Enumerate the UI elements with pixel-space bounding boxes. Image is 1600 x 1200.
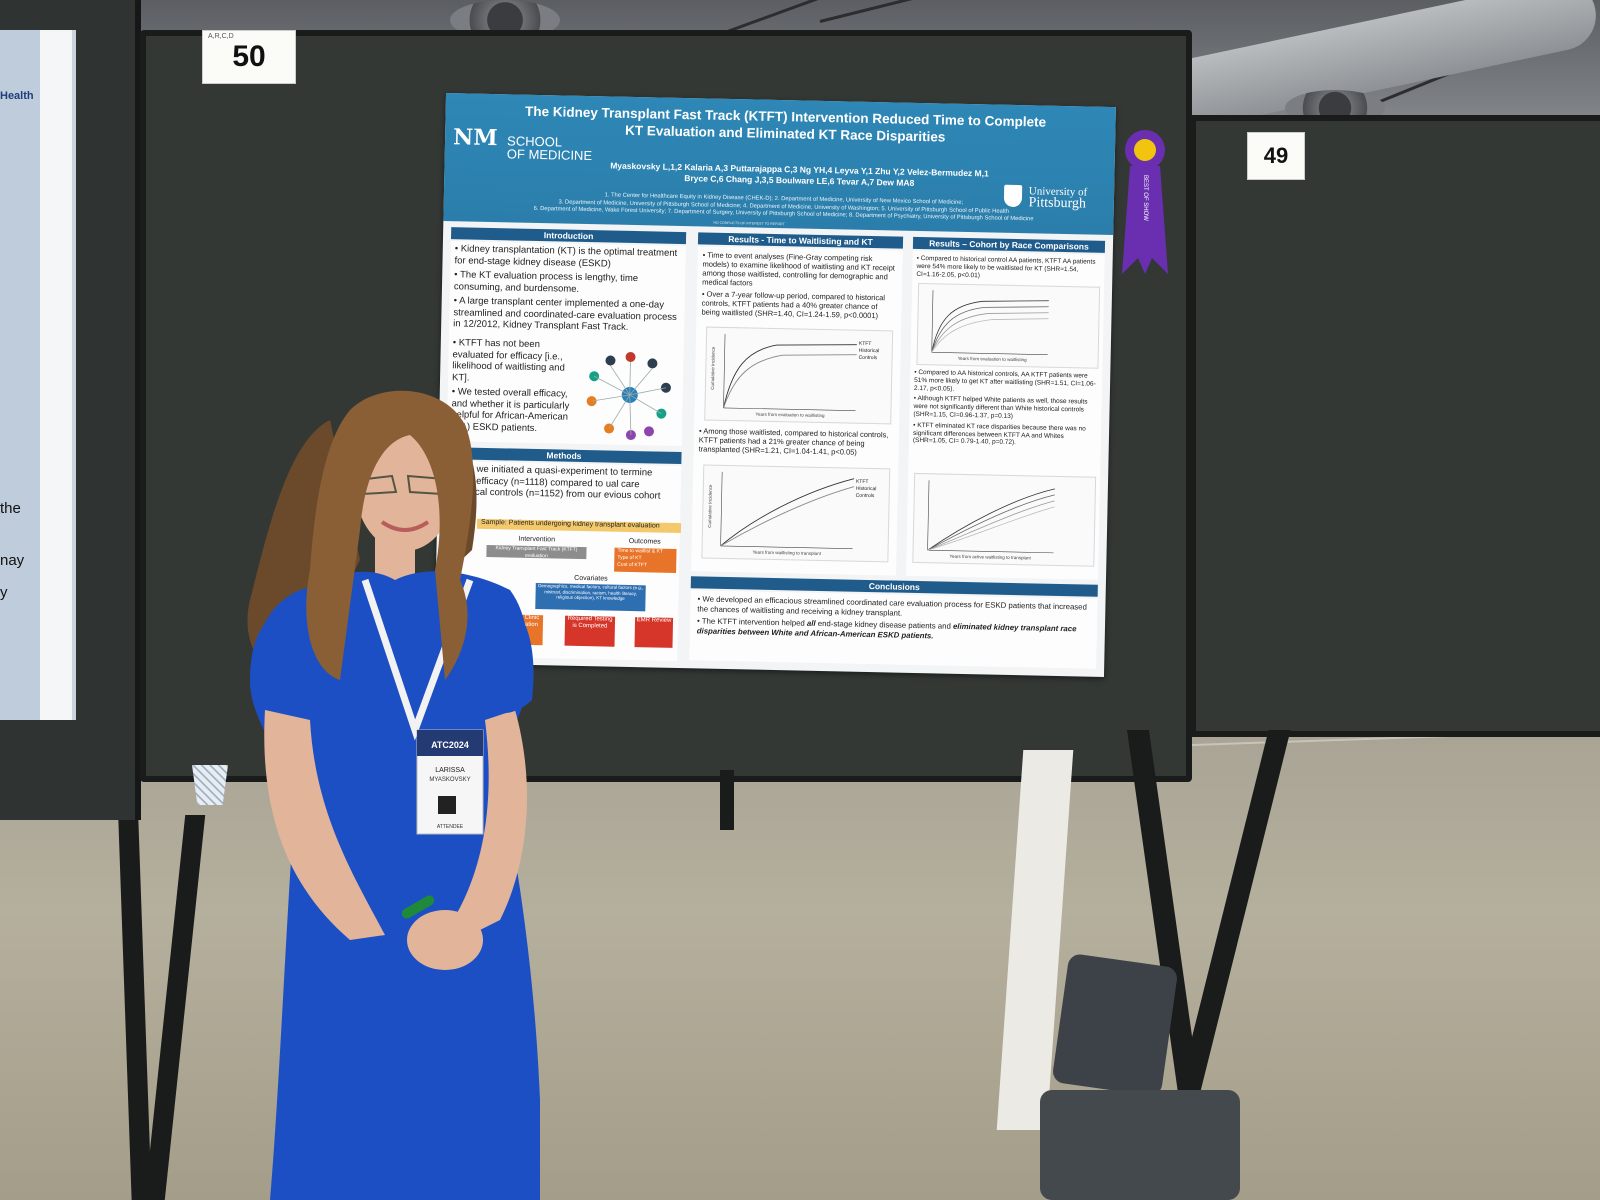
poster-header: NM SCHOOL OF MEDICINE The Kidney Transpl…: [443, 93, 1116, 236]
ceiling-truss: [819, 0, 1112, 23]
left-poster-text: nay: [0, 552, 25, 569]
backpack: [1040, 1090, 1240, 1200]
results-waitlisting-bullet3: • Among those waitlisted, compared to hi…: [698, 426, 889, 457]
intro-bullets: • Kidney transplantation (KT) is the opt…: [453, 243, 685, 337]
results-waitlisting-bullets: • Time to event analyses (Fine-Gray comp…: [701, 250, 897, 323]
right-sleeve: [480, 585, 534, 714]
outcomes-box: Time to waitlist & KT Type of KT Cost of…: [614, 547, 677, 573]
poster-title: The Kidney Transplant Fast Track (KTFT) …: [515, 103, 1056, 148]
ktft-curve: [723, 344, 857, 409]
historical-curve: [723, 354, 857, 409]
poster-authors: Myaskovsky L,1,2 Kalaria A,3 Puttarajapp…: [564, 160, 1034, 192]
research-poster: NM SCHOOL OF MEDICINE The Kidney Transpl…: [434, 93, 1116, 677]
results-race-bullet1: • Compared to historical control AA pati…: [916, 254, 1096, 279]
paper-cup: [192, 765, 228, 805]
hands: [407, 910, 483, 970]
pitt-logo-line: Pittsburgh: [1028, 195, 1087, 212]
backpack: [1051, 952, 1179, 1098]
plot-y-label: Cumulative Incidence: [709, 346, 716, 390]
result-bullet: • Over a 7-year follow-up period, compar…: [701, 289, 886, 321]
left-poster-text: the: [0, 500, 21, 517]
waitlisting-curves: [723, 333, 857, 411]
left-poster-board: Health the nay y: [0, 0, 141, 820]
race-transplant-curves: [927, 480, 1055, 554]
board-number: 50: [232, 40, 266, 73]
flow-step: EMR Review: [634, 617, 674, 648]
right-poster-board: [1190, 115, 1600, 737]
left-poster-text: y: [0, 584, 8, 601]
race-transplant-plot: Years from active waitlisting to transpl…: [912, 472, 1097, 567]
floor: [0, 720, 1600, 1200]
wristband: [401, 895, 435, 919]
intro-bullet: • A large transplant center implemented …: [453, 295, 677, 333]
waitlisting-plot: KTFT Historical Controls Years from eval…: [704, 326, 894, 425]
unm-mark: NM: [452, 124, 498, 152]
ribbon-text: BEST OF SHOW: [1142, 175, 1148, 221]
conclusions-bullets: • We developed an efficacious streamline…: [697, 594, 1093, 646]
board-code: A,R,C,D: [208, 33, 234, 40]
outcomes-label: Outcomes: [628, 537, 661, 546]
pitt-logo: University of Pittsburgh: [1003, 184, 1087, 212]
qr-code-icon: [438, 796, 456, 814]
left-poster-header: Health: [0, 90, 34, 102]
board-number-card: 49: [1247, 132, 1305, 180]
left-poster-strip: [0, 30, 40, 720]
badge-event: ATC2024: [431, 740, 469, 750]
result-bullet: • KTFT eliminated KT race disparities be…: [912, 421, 1086, 447]
poster-coi: NO CONFLICTS OF INTEREST TO REPORT: [713, 220, 785, 227]
curly-hair: [306, 390, 474, 680]
flow-step: Required Testing is Completed: [564, 615, 616, 647]
board-number: 49: [1263, 143, 1289, 168]
left-arm: [264, 710, 385, 940]
board-number-card: A,R,C,D 50: [202, 30, 296, 84]
stand-leg: [720, 770, 734, 830]
transplant-curves: [720, 471, 855, 549]
plot-y-label: Cumulative Incidence: [706, 484, 713, 528]
badge-last-name: MYASKOVSKY: [429, 777, 470, 783]
ribbon-medal-icon: [1134, 139, 1156, 161]
patients-circle-icon: [586, 351, 671, 440]
result-bullet: • Time to event analyses (Fine-Gray comp…: [702, 250, 896, 288]
result-bullet: • Although KTFT helped White patients as…: [913, 395, 1088, 420]
smile: [380, 520, 430, 532]
badge-first-name: LARISSA: [435, 767, 465, 774]
presenter: ATC2024 LARISSA MYASKOVSKY ATTENDEE: [247, 390, 540, 1200]
race-waitlisting-curves: [931, 290, 1049, 356]
intro-bullet: • The KT evaluation process is lengthy, …: [453, 269, 639, 295]
ktft-curve: [720, 478, 855, 547]
results-race-bullets: • Compared to AA historical controls, AA…: [913, 369, 1101, 452]
conclusion-bullet: • The KTFT intervention helped all end-s…: [696, 616, 1077, 640]
left-poster: Health the nay y: [0, 30, 76, 720]
award-ribbon: BEST OF SHOW: [1122, 130, 1168, 274]
plot-legend: KTFT Historical Controls: [858, 340, 880, 362]
transplant-plot: KTFT Historical Controls Years from wait…: [701, 464, 891, 563]
historical-curve: [720, 486, 855, 547]
plot-legend: KTFT Historical Controls: [855, 478, 877, 500]
intro-bullet: • Kidney transplantation (KT) is the opt…: [454, 243, 678, 270]
poster-affiliations: 1. The Center for Healthcare Equity in K…: [484, 190, 1084, 225]
pitt-shield-icon: [1003, 184, 1023, 208]
result-bullet: • Compared to AA historical controls, AA…: [913, 368, 1096, 393]
outcome-item: Cost of KTFT: [617, 561, 647, 569]
right-arm: [450, 710, 527, 940]
badge-status: ATTENDEE: [437, 824, 464, 830]
blue-dress: [250, 571, 540, 1200]
badge-header: [417, 730, 483, 756]
race-waitlisting-plot: Years from evaluation to waitlisting: [916, 282, 1101, 369]
intro-bullet: • KTFT has not been evaluated for effica…: [451, 337, 565, 384]
